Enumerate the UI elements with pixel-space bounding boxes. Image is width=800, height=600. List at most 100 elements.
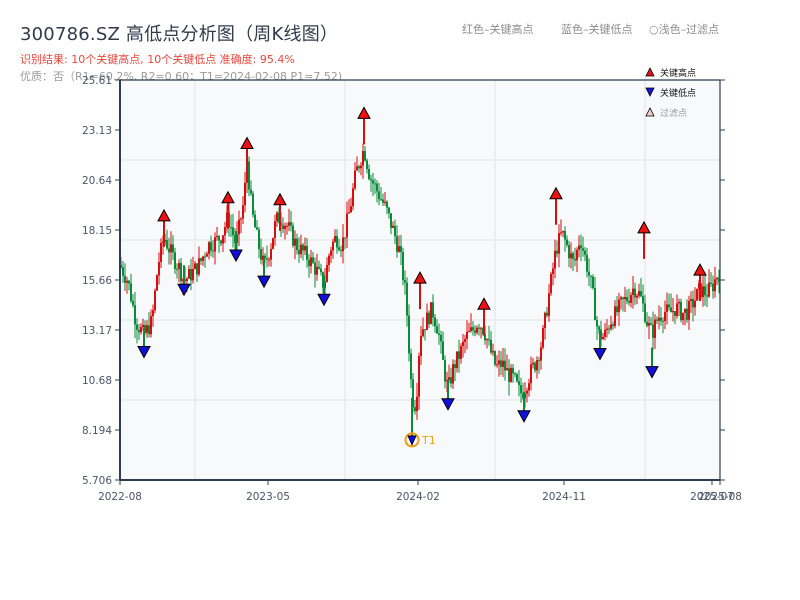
key-high-icon xyxy=(273,192,287,206)
candle-body xyxy=(312,257,314,263)
key-low-icon xyxy=(317,293,331,307)
legend-label: 关键低点 xyxy=(660,87,696,99)
candle-body xyxy=(554,250,556,269)
candle-body xyxy=(676,303,678,316)
candle-body xyxy=(326,265,328,282)
candle-body xyxy=(376,183,378,192)
candle-body xyxy=(238,219,240,235)
candle-body xyxy=(360,165,362,169)
candle-body xyxy=(392,225,394,228)
candle-body xyxy=(142,324,144,328)
candle-body xyxy=(394,225,396,237)
candle-body xyxy=(610,324,612,329)
key-low-icon xyxy=(229,249,243,263)
candle-body xyxy=(618,299,620,313)
candle-body xyxy=(542,327,544,348)
key-low-icon xyxy=(257,275,271,289)
candle-body xyxy=(558,233,560,254)
candle-body xyxy=(616,306,618,313)
candle-body xyxy=(156,275,158,291)
candle-body xyxy=(538,360,540,362)
y-tick-label: 25.61 xyxy=(82,75,112,87)
candle-body xyxy=(654,319,656,338)
candle-body xyxy=(170,244,172,253)
candle-body xyxy=(342,237,344,252)
grid-lines xyxy=(120,80,720,480)
candle-body xyxy=(370,178,372,181)
candle-body xyxy=(664,312,666,322)
candle-body xyxy=(674,311,676,316)
candle-body xyxy=(268,259,270,261)
candle-body xyxy=(604,329,606,337)
candle-body xyxy=(282,224,284,230)
candle-body xyxy=(478,327,480,329)
y-tick-label: 13.17 xyxy=(82,325,112,337)
candle-body xyxy=(302,244,304,251)
candle-body xyxy=(364,150,366,161)
candle-body xyxy=(340,249,342,252)
y-tick-label: 15.66 xyxy=(82,275,112,287)
candle-body xyxy=(188,268,190,279)
key-high-icon xyxy=(549,186,563,200)
candle-body xyxy=(568,245,570,259)
candle-body xyxy=(500,360,502,367)
candle-body xyxy=(194,263,196,269)
candle-body xyxy=(466,331,468,340)
candle-body xyxy=(436,326,438,334)
candle-body xyxy=(508,368,510,382)
candle-body xyxy=(672,311,674,313)
legend-blue-note: 蓝色–关键低点 xyxy=(561,23,633,36)
candle-body xyxy=(206,253,208,257)
candle-body xyxy=(584,250,586,255)
candle-body xyxy=(566,239,568,246)
candle-body xyxy=(634,288,636,298)
legend-label: 关键高点 xyxy=(660,67,696,79)
candle-body xyxy=(632,288,634,295)
candle-body xyxy=(368,169,370,179)
candle-body xyxy=(712,283,714,292)
candle-body xyxy=(252,193,254,215)
y-tick-label: 20.64 xyxy=(82,175,112,187)
candle-body xyxy=(212,250,214,252)
candle-body xyxy=(614,306,616,326)
candle-body xyxy=(380,199,382,201)
candle-body xyxy=(716,277,718,280)
key-high-icon xyxy=(637,220,651,234)
candle-body xyxy=(678,301,680,304)
t1-label: T1 xyxy=(421,434,436,447)
candle-body xyxy=(192,268,194,281)
candle-body xyxy=(556,250,558,254)
candle-body xyxy=(172,244,174,253)
candle-body xyxy=(612,324,614,326)
candle-body xyxy=(412,379,414,408)
candle-body xyxy=(574,258,576,261)
candle-body xyxy=(124,275,126,283)
candle-body xyxy=(338,247,340,250)
candle-body xyxy=(608,328,610,330)
candle-body xyxy=(126,280,128,283)
candle-body xyxy=(134,305,136,325)
candle-body xyxy=(662,320,664,322)
candle-body xyxy=(704,286,706,296)
candle-body xyxy=(216,236,218,238)
candle-body xyxy=(534,362,536,371)
candle-body xyxy=(356,166,358,171)
candle-body xyxy=(258,229,260,250)
candle-body xyxy=(594,287,596,321)
candle-body xyxy=(352,188,354,207)
candle-body xyxy=(166,240,168,249)
candle-body xyxy=(666,304,668,313)
candle-body xyxy=(344,237,346,239)
recognition-result: 识别结果: 10个关键高点, 10个关键低点 准确度: 95.4% xyxy=(20,53,295,66)
candle-body xyxy=(510,367,512,382)
candle-body xyxy=(272,238,274,249)
candle-body xyxy=(346,213,348,238)
candle-body xyxy=(442,341,444,360)
candle-body xyxy=(316,266,318,275)
candle-body xyxy=(328,255,330,266)
candle-body xyxy=(714,279,716,292)
candle-body xyxy=(518,381,520,386)
candle-body xyxy=(564,231,566,240)
candle-body xyxy=(410,353,412,380)
